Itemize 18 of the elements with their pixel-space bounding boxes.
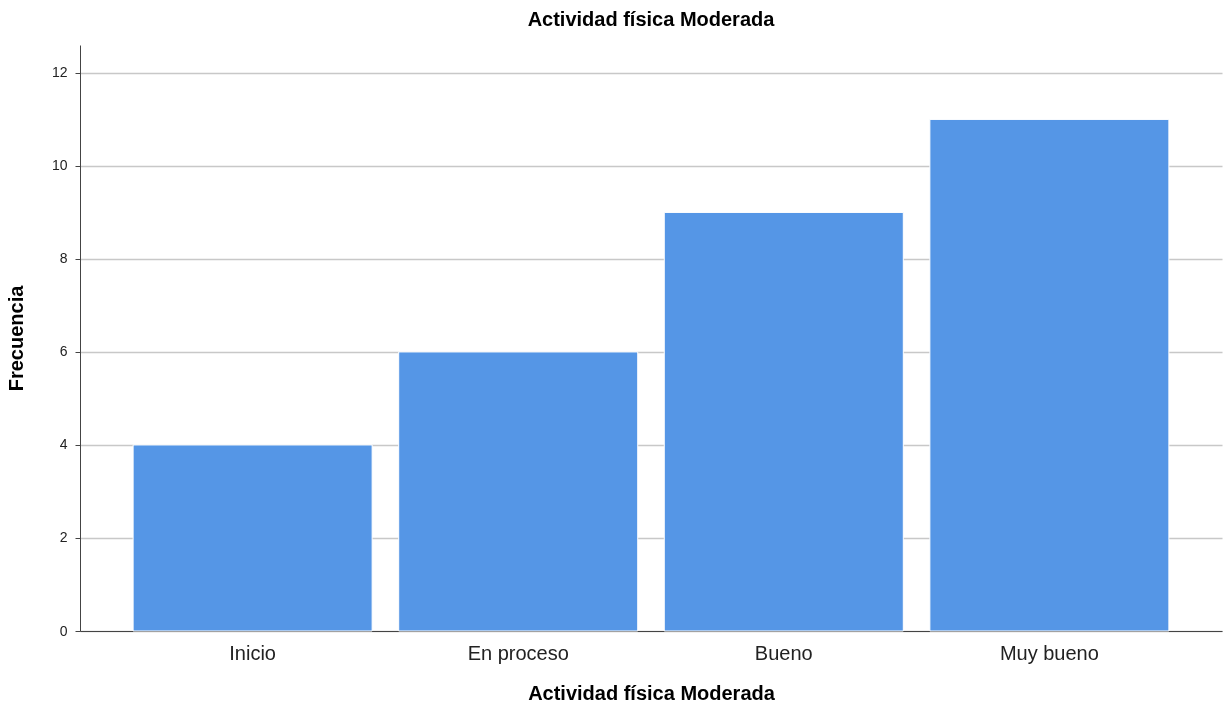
bar [398,351,639,632]
y-tick-label: 2 [59,529,68,546]
y-tick-label: 8 [59,250,68,267]
y-tick-label: 4 [59,436,68,453]
x-tick-label: Muy bueno [999,641,1099,664]
y-tick-label: 12 [51,64,68,81]
x-axis-title: Actividad física Moderada [528,681,776,704]
y-tick-label: 0 [59,622,68,639]
chart-title: Actividad física Moderada [527,8,776,30]
x-tick-label: Inicio [229,641,276,664]
bar [929,118,1170,632]
y-axis-title: Frecuencia [4,284,27,392]
x-tick-label: En proceso [467,641,569,664]
y-tick-label: 10 [51,157,68,174]
bar [663,211,904,632]
y-tick-label: 6 [59,343,68,360]
bar [132,444,373,632]
x-tick-label: Bueno [754,641,813,664]
